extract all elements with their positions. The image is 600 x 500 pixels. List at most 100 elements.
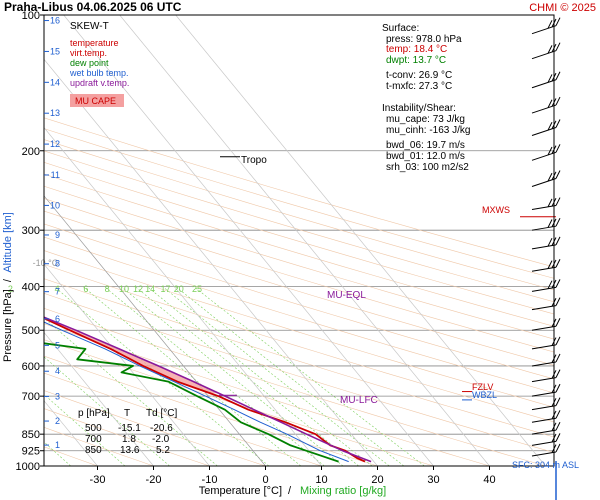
y-tick-label: 1000 bbox=[16, 461, 40, 473]
mixing-ratio-label: 2 bbox=[8, 284, 13, 294]
wind-barb-flag bbox=[547, 198, 553, 208]
wind-barb-flag bbox=[555, 259, 561, 268]
dry-adiabat bbox=[44, 250, 554, 408]
mixing-ratio-line bbox=[175, 286, 405, 466]
table-row-td: 5.2 bbox=[156, 445, 170, 456]
wind-barb-flag bbox=[547, 219, 553, 228]
dry-adiabat bbox=[44, 264, 554, 423]
wind-barb bbox=[531, 410, 561, 423]
y-tick-label: 925 bbox=[22, 446, 40, 458]
km-tick-label: 15 bbox=[50, 46, 60, 56]
dry-adiabat bbox=[44, 372, 322, 466]
mixing-ratio-line bbox=[120, 286, 344, 466]
mixing-ratio-label: 6 bbox=[83, 284, 88, 294]
dry-adiabat bbox=[44, 128, 554, 279]
instability-panel: Instability/Shear: mu_cape: 73 J/kg mu_c… bbox=[382, 103, 471, 173]
legend-virt-temp: virt.temp. bbox=[70, 48, 107, 58]
wind-barb bbox=[531, 336, 561, 350]
wind-barb-flag bbox=[555, 170, 561, 179]
wind-barb-flag bbox=[551, 384, 557, 394]
wind-barb-flag bbox=[551, 298, 557, 307]
dry-adiabat bbox=[44, 292, 554, 453]
table-row-p: 850 bbox=[85, 445, 102, 456]
table-row-td: -20.6 bbox=[150, 423, 173, 434]
isotherm bbox=[119, 15, 490, 466]
dry-adiabat bbox=[44, 198, 554, 353]
instability-title: Instability/Shear: bbox=[382, 103, 456, 114]
wind-barb-flag bbox=[551, 410, 557, 420]
mu-cape-legend-label: MU CAPE bbox=[75, 96, 116, 106]
surface-tmxfc: t-mxfc: 27.3 °C bbox=[386, 81, 452, 92]
legend-updraft: updraft v.temp. bbox=[70, 78, 129, 88]
mixing-ratio-line bbox=[44, 393, 126, 466]
x-tick-label: 20 bbox=[371, 474, 383, 486]
km-tick-label: 7 bbox=[55, 287, 60, 297]
dry-adiabat bbox=[44, 173, 554, 327]
wind-barb bbox=[531, 353, 561, 367]
wind-barb-flag bbox=[551, 398, 557, 407]
dry-adiabat bbox=[44, 185, 554, 340]
wind-barb-flag bbox=[555, 144, 561, 153]
wind-barb bbox=[531, 397, 561, 411]
dry-adiabat bbox=[44, 339, 434, 466]
wind-barb-flag bbox=[547, 172, 553, 182]
x-axis-title-mixing: Mixing ratio [g/kg] bbox=[300, 485, 386, 497]
x-tick-label: -30 bbox=[90, 474, 106, 486]
wind-barb-flag bbox=[551, 72, 557, 82]
wind-barb bbox=[531, 96, 561, 114]
wind-barb-flag bbox=[555, 119, 561, 128]
dry-adiabat bbox=[44, 117, 554, 268]
km-tick-label: 6 bbox=[55, 314, 60, 324]
wind-barb-flag bbox=[547, 237, 553, 247]
wind-barb-flag bbox=[551, 237, 557, 246]
wind-barb-flag bbox=[555, 197, 561, 206]
fzl-label: FZLV bbox=[472, 382, 493, 392]
wind-barb-flag bbox=[551, 259, 557, 269]
wind-barb-flag bbox=[555, 42, 561, 51]
km-tick-label: 2 bbox=[55, 416, 60, 426]
wind-barb bbox=[531, 170, 561, 187]
mixing-ratio-line bbox=[44, 317, 218, 466]
y-axis-title-altitude: Altitude [km] bbox=[2, 212, 14, 273]
wind-barb bbox=[531, 369, 561, 383]
station-time-title: Praha-Libus 04.06.2025 06 UTC bbox=[4, 0, 182, 14]
wind-barb bbox=[531, 144, 561, 161]
dry-adiabat bbox=[44, 223, 554, 380]
wind-barb bbox=[531, 421, 561, 435]
wind-barb-flag bbox=[555, 297, 561, 306]
dry-adiabat bbox=[44, 236, 554, 394]
surface-dwpt: dwpt: 13.7 °C bbox=[386, 55, 446, 66]
legend-wet-bulb: wet bulb temp. bbox=[69, 68, 129, 78]
mixing-ratio-label: 20 bbox=[174, 284, 184, 294]
wind-barb bbox=[531, 279, 561, 292]
wind-barb bbox=[531, 259, 561, 272]
wind-barb bbox=[531, 17, 561, 35]
isotherm bbox=[175, 15, 546, 466]
x-tick-label: 40 bbox=[483, 474, 495, 486]
mixing-ratio-label: 10 bbox=[119, 284, 129, 294]
y-tick-label: 200 bbox=[22, 146, 40, 158]
wind-barb bbox=[531, 433, 561, 446]
wind-barb bbox=[531, 71, 561, 89]
km-tick-label: 5 bbox=[55, 340, 60, 350]
dry-adiabat bbox=[44, 307, 546, 466]
isotherm bbox=[44, 263, 210, 466]
wind-barb-flag bbox=[555, 369, 561, 378]
wind-barb-flag bbox=[551, 197, 557, 207]
legend-temperature: temperature bbox=[70, 38, 119, 48]
dry-adiabat bbox=[44, 426, 154, 466]
legend-dew-point: dew point bbox=[70, 58, 109, 68]
mu-cinh-value: mu_cinh: -163 J/kg bbox=[386, 125, 471, 136]
table-row-td: -2.0 bbox=[152, 434, 170, 445]
wind-barb-flag bbox=[555, 410, 561, 419]
wind-barb bbox=[531, 119, 561, 136]
surface-height-label: SFC: 304 m ASL bbox=[512, 460, 579, 470]
mu-eql-label: MU-EQL bbox=[327, 290, 366, 301]
wind-barb-flag bbox=[551, 43, 557, 53]
mixing-ratio-line bbox=[146, 286, 373, 466]
km-tick-label: 12 bbox=[50, 139, 60, 149]
table-row-p: 700 bbox=[85, 434, 102, 445]
wind-barb-flag bbox=[555, 17, 561, 26]
dry-adiabat bbox=[44, 150, 554, 303]
wind-barb-flag bbox=[547, 280, 553, 289]
